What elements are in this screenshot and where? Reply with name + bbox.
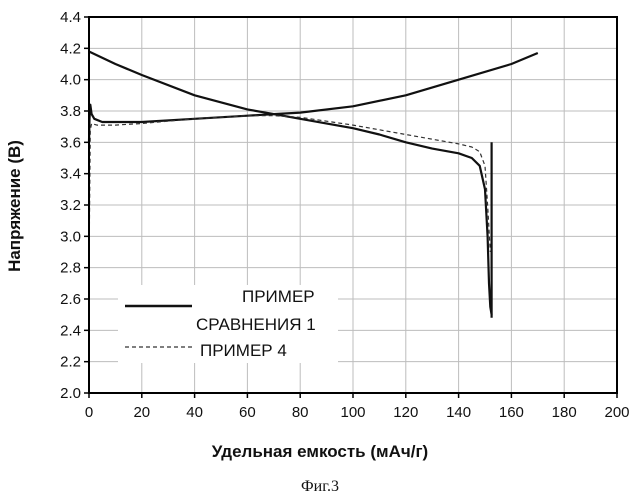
legend-label-series1-line1: ПРИМЕР bbox=[242, 287, 315, 306]
x-tick-label: 80 bbox=[292, 404, 309, 421]
x-tick-label: 40 bbox=[186, 404, 203, 421]
figure-caption: Фиг.3 bbox=[301, 478, 339, 495]
y-tick-label: 3.8 bbox=[60, 103, 81, 120]
series-line-1-segment-3 bbox=[89, 52, 538, 115]
x-tick-label: 0 bbox=[85, 404, 93, 421]
legend-label-series2: ПРИМЕР 4 bbox=[200, 341, 287, 360]
x-tick-label: 120 bbox=[393, 404, 418, 421]
x-tick-label: 140 bbox=[446, 404, 471, 421]
y-tick-label: 4.4 bbox=[60, 9, 81, 26]
y-tick-label: 2.8 bbox=[60, 260, 81, 277]
series-line-1-segment-1 bbox=[89, 105, 492, 315]
y-tick-label: 3.4 bbox=[60, 166, 81, 183]
x-tick-label: 200 bbox=[604, 404, 629, 421]
x-tick-label: 180 bbox=[552, 404, 577, 421]
y-axis-title: Напряжение (В) bbox=[5, 140, 24, 272]
y-tick-label: 2.0 bbox=[60, 385, 81, 402]
y-tick-labels: 2.0 2.2 2.4 2.6 2.8 3.0 3.2 3.4 3.6 3.8 4.0 4.2 4.4 bbox=[60, 9, 89, 402]
y-tick-label: 3.2 bbox=[60, 197, 81, 214]
x-tick-labels: 0 20 40 60 80 100 120 140 160 180 200 bbox=[85, 393, 630, 421]
x-tick-label: 160 bbox=[499, 404, 524, 421]
y-tick-label: 2.4 bbox=[60, 322, 81, 339]
x-tick-label: 60 bbox=[239, 404, 256, 421]
y-tick-label: 4.0 bbox=[60, 72, 81, 89]
y-tick-label: 4.2 bbox=[60, 40, 81, 57]
legend-label-series1-line2: СРАВНЕНИЯ 1 bbox=[196, 315, 316, 334]
legend: ПРИМЕР СРАВНЕНИЯ 1 ПРИМЕР 4 bbox=[118, 285, 338, 363]
series-layer bbox=[89, 52, 538, 318]
y-tick-label: 2.6 bbox=[60, 291, 81, 308]
y-tick-label: 3.0 bbox=[60, 228, 81, 245]
x-tick-label: 20 bbox=[133, 404, 150, 421]
x-tick-label: 100 bbox=[340, 404, 365, 421]
y-tick-label: 2.2 bbox=[60, 354, 81, 371]
x-axis-title: Удельная емкость (мАч/г) bbox=[212, 442, 428, 461]
series-line-2-segment-1 bbox=[89, 116, 490, 268]
y-tick-label: 3.6 bbox=[60, 134, 81, 151]
